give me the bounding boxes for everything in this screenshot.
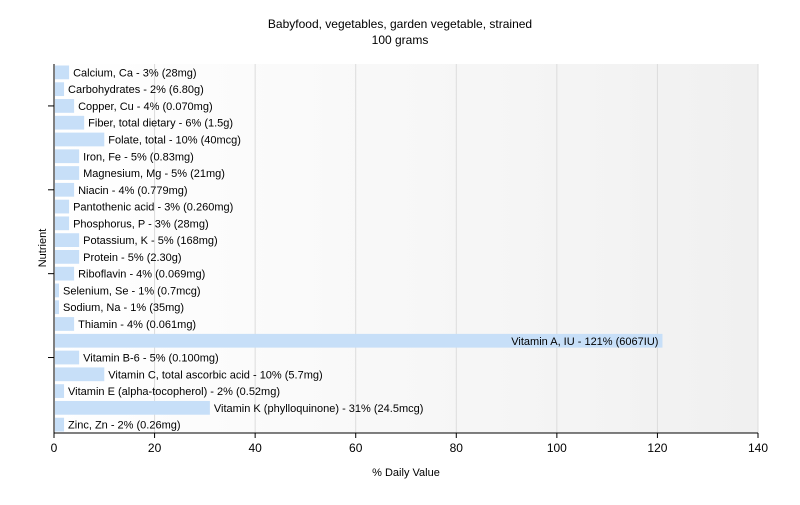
chart-subtitle: 100 grams bbox=[372, 33, 429, 47]
bar bbox=[55, 115, 85, 130]
data-label: Calcium, Ca - 3% (28mg) bbox=[73, 67, 196, 79]
data-label: Niacin - 4% (0.779mg) bbox=[78, 185, 187, 197]
data-label: Folate, total - 10% (40mcg) bbox=[108, 134, 241, 146]
bar bbox=[55, 317, 75, 331]
bar bbox=[55, 99, 75, 113]
data-label: Riboflavin - 4% (0.069mg) bbox=[78, 269, 205, 281]
data-label: Copper, Cu - 4% (0.070mg) bbox=[78, 101, 213, 113]
bar bbox=[55, 250, 80, 264]
x-tick-label: 120 bbox=[647, 441, 667, 455]
data-label: Sodium, Na - 1% (35mg) bbox=[63, 302, 184, 314]
bar bbox=[55, 65, 70, 80]
bar bbox=[55, 216, 70, 231]
data-label: Vitamin C, total ascorbic acid - 10% (5.… bbox=[108, 369, 322, 381]
data-label: Magnesium, Mg - 5% (21mg) bbox=[83, 168, 225, 180]
x-tick-label: 140 bbox=[748, 441, 768, 455]
bar bbox=[55, 166, 80, 180]
bar bbox=[55, 182, 75, 197]
x-tick-label: 0 bbox=[51, 441, 58, 455]
data-label: Pantothenic acid - 3% (0.260mg) bbox=[73, 202, 233, 214]
data-label: Vitamin B-6 - 5% (0.100mg) bbox=[83, 353, 219, 365]
data-label: Zinc, Zn - 2% (0.26mg) bbox=[68, 420, 180, 432]
data-label: Vitamin K (phylloquinone) - 31% (24.5mcg… bbox=[214, 403, 424, 415]
data-label: Vitamin A, IU - 121% (6067IU) bbox=[511, 336, 658, 348]
x-axis-label: % Daily Value bbox=[372, 467, 440, 479]
bar bbox=[55, 417, 65, 432]
bar bbox=[55, 367, 105, 382]
data-label: Protein - 5% (2.30g) bbox=[83, 252, 181, 264]
bar bbox=[55, 132, 105, 147]
bar bbox=[55, 333, 663, 348]
data-label: Potassium, K - 5% (168mg) bbox=[83, 235, 218, 247]
bar bbox=[55, 400, 210, 415]
data-label: Thiamin - 4% (0.061mg) bbox=[78, 319, 196, 331]
bar bbox=[55, 266, 75, 281]
data-label: Selenium, Se - 1% (0.7mcg) bbox=[63, 285, 201, 297]
bar bbox=[55, 199, 70, 214]
x-tick-label: 40 bbox=[248, 441, 262, 455]
x-tick-label: 20 bbox=[148, 441, 162, 455]
x-tick-label: 60 bbox=[349, 441, 363, 455]
x-tick-label: 100 bbox=[547, 441, 567, 455]
data-label: Vitamin E (alpha-tocopherol) - 2% (0.52m… bbox=[68, 386, 280, 398]
bar bbox=[55, 233, 80, 247]
data-label: Phosphorus, P - 3% (28mg) bbox=[73, 218, 209, 230]
y-axis-label: Nutrient bbox=[37, 229, 49, 268]
bar bbox=[55, 350, 80, 365]
bars: Calcium, Ca - 3% (28mg) Carbohydrates - 2… bbox=[55, 65, 663, 432]
plot-area bbox=[54, 64, 758, 433]
gridlines bbox=[154, 64, 759, 433]
axes: 0 20 40 60 80 100 120 140 bbox=[48, 64, 768, 455]
bar bbox=[55, 283, 60, 298]
chart-title: Babyfood, vegetables, garden vegetable, … bbox=[268, 17, 532, 31]
data-label: Carbohydrates - 2% (6.80g) bbox=[68, 84, 204, 96]
data-label: Fiber, total dietary - 6% (1.5g) bbox=[88, 118, 233, 130]
bar bbox=[55, 300, 60, 315]
bar bbox=[55, 384, 65, 398]
bar bbox=[55, 149, 80, 164]
data-label: Iron, Fe - 5% (0.83mg) bbox=[83, 151, 194, 163]
x-tick-label: 80 bbox=[450, 441, 464, 455]
bar bbox=[55, 82, 65, 97]
